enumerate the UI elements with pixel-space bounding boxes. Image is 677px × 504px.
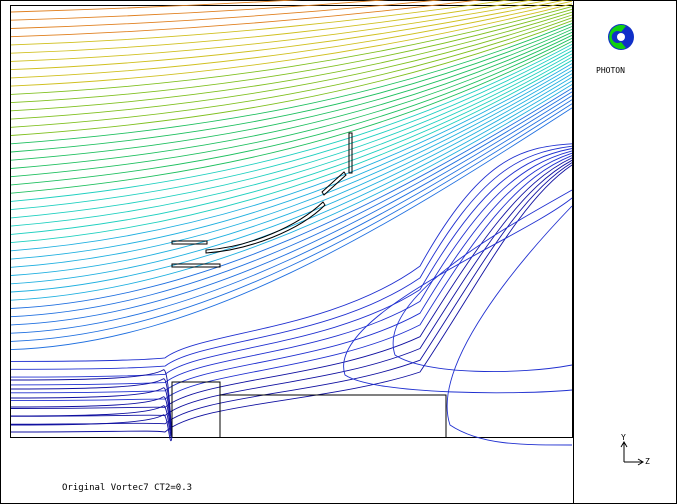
plot-caption: Original Vortec7 CT2=0.3 <box>62 483 193 493</box>
streamline <box>10 20 573 136</box>
streamline <box>10 59 573 244</box>
streamline <box>10 63 573 252</box>
streamline <box>10 84 573 301</box>
streamline <box>10 91 573 318</box>
streamline <box>10 26 573 153</box>
streamline <box>10 41 573 194</box>
streamline-group <box>10 0 573 446</box>
streamline <box>10 34 573 178</box>
axis-y-label: Y <box>621 433 626 442</box>
upper-plate <box>171 240 208 245</box>
streamline <box>10 0 512 46</box>
streamline <box>10 405 173 438</box>
streamline <box>10 44 573 202</box>
axis-indicator-icon <box>620 441 644 466</box>
streamline <box>10 99 573 334</box>
streamline <box>343 197 573 394</box>
inclined-vane <box>321 171 347 196</box>
streamline <box>10 387 173 437</box>
streamline <box>10 47 573 211</box>
geometry <box>171 132 447 437</box>
streamline <box>10 107 573 351</box>
streamline <box>10 150 573 386</box>
brand-label: PHOTON <box>596 66 625 75</box>
streamline <box>10 8 573 104</box>
streamline <box>10 103 573 342</box>
streamline <box>10 31 573 169</box>
streamline <box>10 23 573 145</box>
streamline <box>10 162 573 425</box>
streamline <box>10 159 573 417</box>
streamline <box>10 0 573 79</box>
streamline <box>10 56 573 235</box>
streamline <box>10 157 573 409</box>
streamline <box>10 0 304 13</box>
streamline <box>10 3 573 87</box>
streamline <box>10 95 573 326</box>
lower-plate <box>171 263 221 268</box>
streamline <box>10 80 573 293</box>
streamline <box>10 152 573 394</box>
streamline <box>10 164 573 433</box>
streamline <box>10 396 173 437</box>
phoenics-logo-icon <box>608 24 634 50</box>
vertical-vane <box>348 132 353 174</box>
streamline <box>10 17 573 128</box>
streamline <box>10 0 553 62</box>
streamline <box>10 378 173 437</box>
building-block <box>171 381 447 437</box>
streamline <box>10 76 573 285</box>
streamline <box>10 0 390 21</box>
streamline <box>10 0 568 71</box>
streamline <box>10 14 573 120</box>
streamline <box>10 155 573 402</box>
streamline <box>446 205 573 446</box>
streamline <box>10 0 444 29</box>
streamline <box>10 6 573 95</box>
streamline <box>10 414 173 442</box>
streamline <box>10 37 573 186</box>
streamline <box>10 70 573 268</box>
axis-z-label: Z <box>645 457 650 466</box>
streamline <box>10 148 573 378</box>
curved-vane <box>205 201 326 254</box>
streamline <box>392 189 573 373</box>
streamline <box>10 143 573 362</box>
streamline <box>10 50 573 219</box>
streamline <box>10 87 573 309</box>
streamline <box>10 11 573 112</box>
plot-frame <box>10 5 573 438</box>
streamline <box>10 0 483 38</box>
streamline <box>10 28 573 161</box>
streamline <box>10 369 173 437</box>
streamline <box>10 53 573 227</box>
streamline <box>10 0 534 54</box>
streamline <box>10 145 573 370</box>
streamline <box>10 66 573 260</box>
streamline <box>10 73 573 276</box>
